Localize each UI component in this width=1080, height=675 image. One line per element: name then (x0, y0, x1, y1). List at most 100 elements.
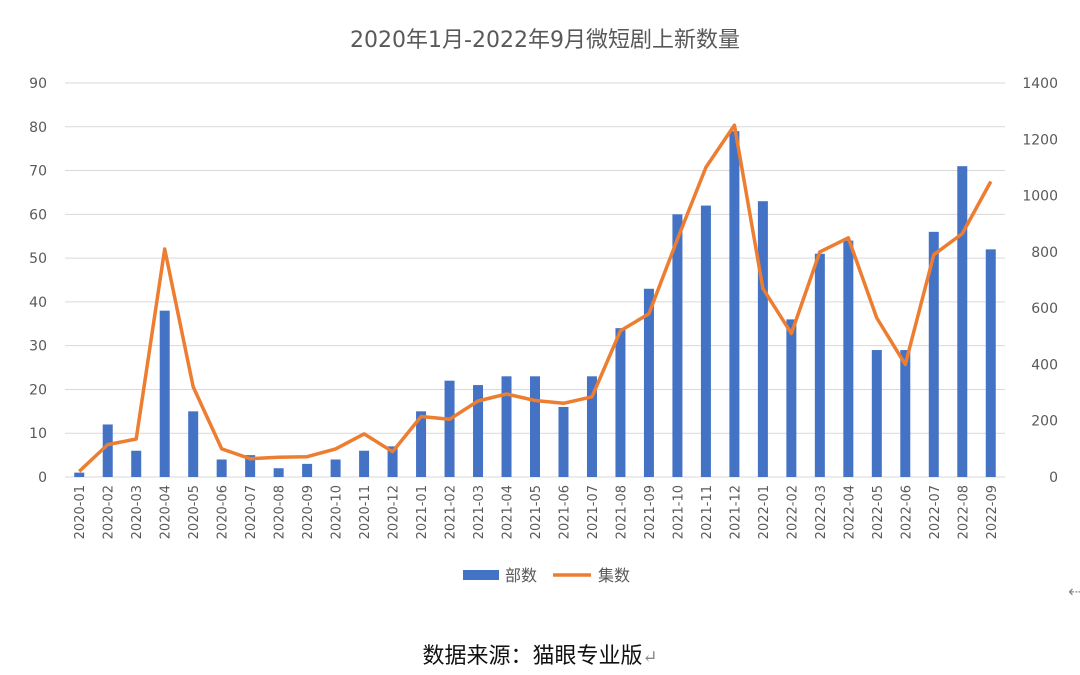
x-tick-label: 2020-08 (273, 485, 288, 539)
bar (359, 450, 370, 477)
right-tick-label: 1000 (1022, 189, 1058, 205)
x-tick-label: 2021-03 (472, 485, 487, 539)
source-caption: 数据来源：猫眼专业版↵ (0, 638, 1080, 670)
source-text: 数据来源：猫眼专业版 (422, 644, 643, 669)
right-axis-ticks: 0 200 400 600 800 1000 1200 1400 (1022, 76, 1058, 486)
bar (245, 455, 256, 477)
left-tick-label: 10 (29, 426, 47, 442)
left-tick-label: 70 (29, 164, 47, 180)
right-tick-label: 200 (1031, 414, 1058, 430)
bar (757, 201, 768, 477)
bar (928, 231, 939, 477)
chart-title: 2020年1月-2022年9月微短剧上新数量 (350, 28, 740, 53)
left-tick-label: 30 (29, 339, 47, 355)
bar (843, 240, 854, 477)
left-arrow-mark: ⇠ (1068, 582, 1080, 601)
left-tick-label: 40 (29, 295, 47, 311)
left-tick-label: 50 (29, 251, 47, 267)
left-tick-label: 20 (29, 382, 47, 398)
bar-series (74, 131, 996, 478)
bar (814, 253, 825, 477)
legend-label-line: 集数 (598, 566, 630, 585)
bar (985, 249, 996, 477)
bar (473, 385, 484, 477)
x-tick-label: 2020-02 (102, 485, 117, 539)
chart-canvas: 2020年1月-2022年9月微短剧上新数量 0 10 20 30 40 50 60 70 80… (29, 28, 1058, 585)
right-tick-label: 1200 (1022, 132, 1058, 148)
bar (216, 459, 227, 477)
legend: 部数 集数 (463, 566, 630, 585)
x-tick-label: 2021-04 (501, 485, 516, 539)
x-tick-label: 2021-02 (444, 485, 459, 539)
bar (558, 406, 569, 477)
legend-swatch-bars (463, 570, 499, 580)
x-tick-label: 2020-01 (73, 485, 88, 539)
x-axis-ticks: 2020-01 2020-02 2020-03 2020-04 2020-05 2020-… (73, 485, 1000, 539)
bar (786, 319, 797, 477)
x-tick-label: 2020-05 (187, 485, 202, 539)
bar (643, 288, 654, 477)
left-tick-label: 90 (29, 76, 47, 92)
x-tick-label: 2022-07 (928, 485, 943, 539)
x-tick-label: 2021-12 (728, 485, 743, 539)
right-tick-label: 400 (1031, 357, 1058, 373)
x-tick-label: 2022-08 (956, 485, 971, 539)
left-tick-label: 0 (38, 470, 47, 486)
x-tick-label: 2021-01 (415, 485, 430, 539)
bar (416, 411, 427, 477)
x-tick-label: 2022-05 (871, 485, 886, 539)
bar (700, 205, 711, 478)
x-tick-label: 2022-04 (842, 485, 857, 539)
bar (729, 131, 740, 477)
bar (159, 310, 170, 477)
x-tick-label: 2020-10 (330, 485, 345, 539)
bar (444, 380, 455, 477)
right-tick-label: 800 (1031, 245, 1058, 261)
return-mark: ↵ (642, 647, 658, 668)
x-tick-label: 2020-11 (358, 485, 373, 539)
x-tick-label: 2021-08 (614, 485, 629, 539)
x-tick-label: 2020-04 (159, 485, 174, 539)
left-axis-ticks: 0 10 20 30 40 50 60 70 80 90 (29, 76, 47, 486)
x-tick-label: 2022-02 (785, 485, 800, 539)
bar (302, 463, 313, 477)
bar (188, 411, 199, 477)
x-tick-label: 2020-09 (301, 485, 316, 539)
x-tick-label: 2021-10 (671, 485, 686, 539)
left-tick-label: 60 (29, 207, 47, 223)
x-tick-label: 2021-05 (529, 485, 544, 539)
grid-lines (65, 82, 1005, 478)
x-tick-label: 2021-06 (557, 485, 572, 539)
legend-label-bars: 部数 (505, 566, 537, 585)
bar (615, 328, 626, 477)
bar (501, 376, 512, 477)
x-tick-label: 2022-09 (985, 485, 1000, 539)
x-tick-label: 2022-01 (757, 485, 772, 539)
bar (330, 459, 341, 477)
bar (957, 166, 968, 477)
x-tick-label: 2020-06 (216, 485, 231, 539)
x-tick-label: 2020-03 (130, 485, 145, 539)
bar (387, 446, 398, 477)
bar (586, 376, 597, 477)
x-tick-label: 2021-11 (700, 485, 715, 539)
x-tick-label: 2022-03 (814, 485, 829, 539)
bar (900, 350, 911, 477)
x-tick-label: 2022-06 (899, 485, 914, 539)
right-tick-label: 0 (1049, 470, 1058, 486)
bar (102, 424, 113, 477)
left-tick-label: 80 (29, 120, 47, 136)
x-tick-label: 2020-12 (387, 485, 402, 539)
bar (273, 468, 284, 477)
x-tick-label: 2020-07 (244, 485, 259, 539)
bar (672, 214, 683, 478)
line-series (78, 123, 993, 473)
right-tick-label: 600 (1031, 301, 1058, 317)
x-tick-label: 2021-09 (643, 485, 658, 539)
bar (131, 450, 142, 477)
bar (871, 350, 882, 477)
bar (530, 376, 540, 477)
bar (74, 472, 85, 477)
x-tick-label: 2021-07 (586, 485, 601, 539)
right-tick-label: 1400 (1022, 76, 1058, 92)
